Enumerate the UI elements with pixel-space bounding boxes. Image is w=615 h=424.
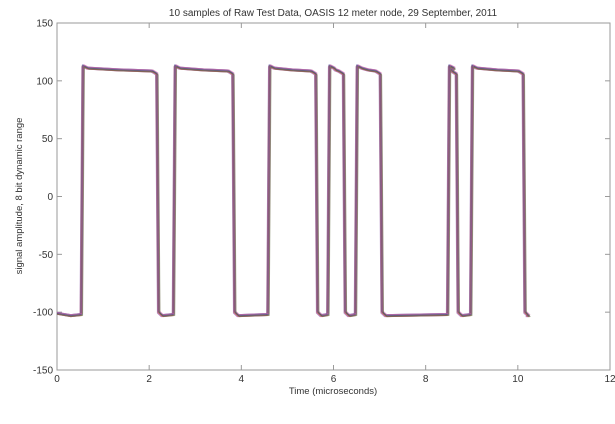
y-tick-label: 100	[36, 76, 53, 87]
x-tick-label: 4	[239, 374, 245, 385]
x-axis: 0 2 4 6 8 10 12	[54, 23, 615, 385]
y-tick-label: -150	[33, 366, 53, 377]
chart-title: 10 samples of Raw Test Data, OASIS 12 me…	[169, 8, 498, 19]
x-tick-label: 8	[423, 374, 429, 385]
y-tick-label: 150	[36, 19, 53, 30]
y-tick-label: 0	[47, 192, 53, 203]
sample-series-line	[56, 66, 531, 318]
sample-series-line	[56, 64, 531, 316]
y-tick-label: 50	[42, 134, 54, 145]
x-tick-label: 12	[604, 374, 615, 385]
x-tick-label: 10	[512, 374, 524, 385]
x-tick-label: 2	[146, 374, 152, 385]
y-tick-label: -100	[33, 308, 53, 319]
x-tick-label: 0	[54, 374, 60, 385]
y-tick-label: -50	[39, 250, 54, 261]
x-axis-label: Time (microseconds)	[289, 386, 377, 397]
x-tick-label: 6	[331, 374, 337, 385]
y-axis: -150 -100 -50 0 50 100 150	[33, 19, 610, 377]
series-group	[56, 64, 531, 318]
y-axis-label: signal amplitude, 8 bit dynamic range	[14, 118, 25, 275]
plot-area	[56, 22, 611, 371]
